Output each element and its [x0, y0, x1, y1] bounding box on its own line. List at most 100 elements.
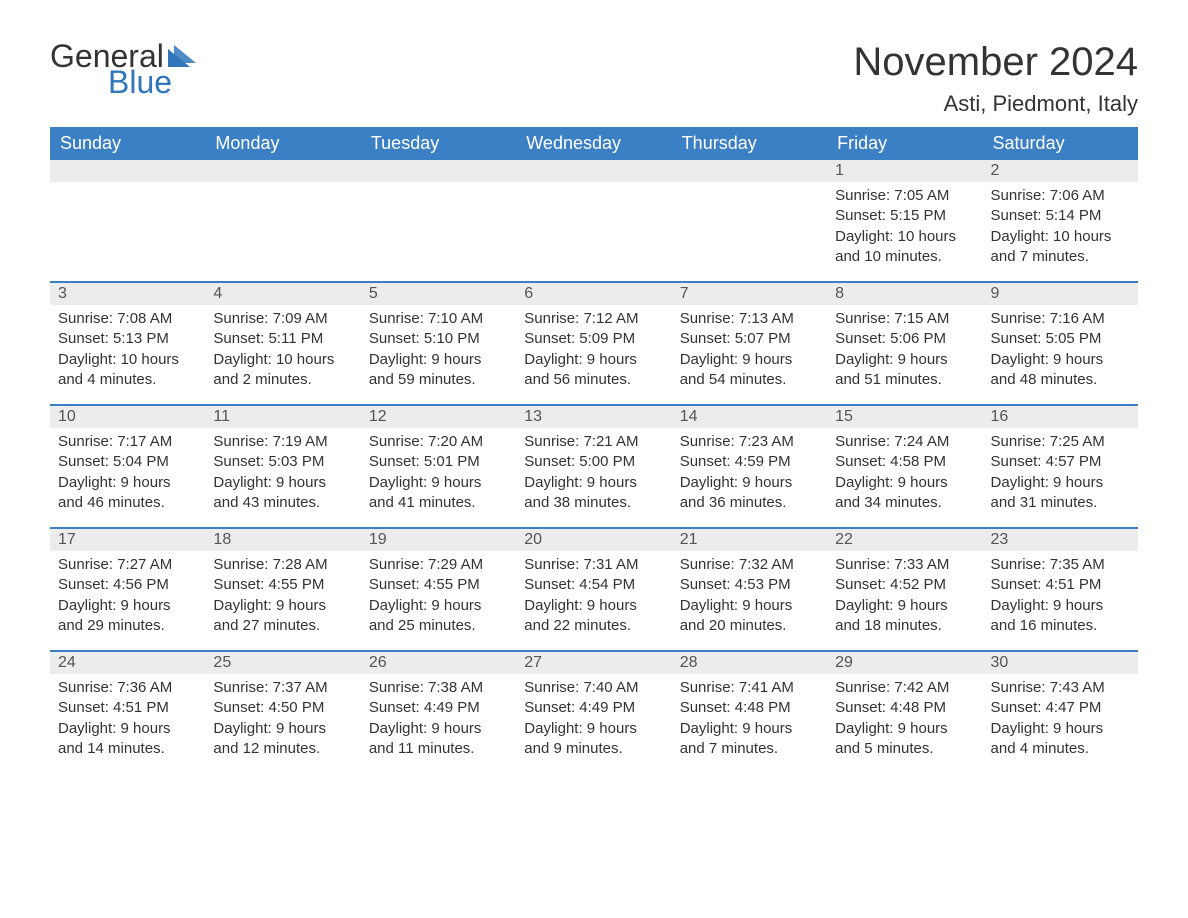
day-body: Sunrise: 7:21 AMSunset: 5:00 PMDaylight:… — [516, 428, 671, 513]
daylight-text: Daylight: 9 hours and 4 minutes. — [991, 719, 1130, 760]
day-body: Sunrise: 7:42 AMSunset: 4:48 PMDaylight:… — [827, 674, 982, 759]
day-number: 4 — [205, 283, 360, 305]
day-cell: 16Sunrise: 7:25 AMSunset: 4:57 PMDayligh… — [983, 406, 1138, 527]
sunrise-text: Sunrise: 7:42 AM — [835, 678, 974, 698]
daylight-text: Daylight: 9 hours and 18 minutes. — [835, 596, 974, 637]
daylight-text: Daylight: 9 hours and 12 minutes. — [213, 719, 352, 760]
day-cell: 24 Sunrise: 7:36 AMSunset: 4:51 PMDayligh… — [50, 652, 205, 773]
sunrise-text: Sunrise: 7:09 AM — [213, 309, 352, 329]
day-cell: 30Sunrise: 7:43 AMSunset: 4:47 PMDayligh… — [983, 652, 1138, 773]
day-cell: 11Sunrise: 7:19 AMSunset: 5:03 PMDayligh… — [205, 406, 360, 527]
day-body: Sunrise: 7:31 AMSunset: 4:54 PMDaylight:… — [516, 551, 671, 636]
day-body: Sunrise: 7:29 AMSunset: 4:55 PMDaylight:… — [361, 551, 516, 636]
day-number: 26 — [361, 652, 516, 674]
day-cell: 1Sunrise: 7:05 AMSunset: 5:15 PMDaylight… — [827, 160, 982, 281]
day-body: Sunrise: 7:09 AMSunset: 5:11 PMDaylight:… — [205, 305, 360, 390]
sunrise-text: Sunrise: 7:19 AM — [213, 432, 352, 452]
daylight-text: Daylight: 9 hours and 29 minutes. — [58, 596, 197, 637]
day-body: Sunrise: 7:37 AMSunset: 4:50 PMDaylight:… — [205, 674, 360, 759]
day-cell: 27Sunrise: 7:40 AMSunset: 4:49 PMDayligh… — [516, 652, 671, 773]
sunrise-text: Sunrise: 7:23 AM — [680, 432, 819, 452]
day-cell — [205, 160, 360, 281]
day-number: 24 — [50, 652, 205, 674]
daylight-text: Daylight: 9 hours and 7 minutes. — [680, 719, 819, 760]
day-number: 17 — [50, 529, 205, 551]
sunset-text: Sunset: 5:06 PM — [835, 329, 974, 349]
sunset-text: Sunset: 5:15 PM — [835, 206, 974, 226]
sunset-text: Sunset: 5:10 PM — [369, 329, 508, 349]
day-number: 8 — [827, 283, 982, 305]
day-cell: 17Sunrise: 7:27 AMSunset: 4:56 PMDayligh… — [50, 529, 205, 650]
day-cell — [516, 160, 671, 281]
sunrise-text: Sunrise: 7:05 AM — [835, 186, 974, 206]
sunset-text: Sunset: 4:51 PM — [58, 698, 197, 718]
day-cell: 13Sunrise: 7:21 AMSunset: 5:00 PMDayligh… — [516, 406, 671, 527]
daylight-text: Daylight: 9 hours and 14 minutes. — [58, 719, 197, 760]
sunset-text: Sunset: 5:11 PM — [213, 329, 352, 349]
day-body: Sunrise: 7:06 AMSunset: 5:14 PMDaylight:… — [983, 182, 1138, 267]
sunrise-text: Sunrise: 7:21 AM — [524, 432, 663, 452]
daylight-text: Daylight: 9 hours and 51 minutes. — [835, 350, 974, 391]
day-body: Sunrise: 7:27 AMSunset: 4:56 PMDaylight:… — [50, 551, 205, 636]
day-number: 5 — [361, 283, 516, 305]
day-body: Sunrise: 7:15 AMSunset: 5:06 PMDaylight:… — [827, 305, 982, 390]
day-cell: 29Sunrise: 7:42 AMSunset: 4:48 PMDayligh… — [827, 652, 982, 773]
sunset-text: Sunset: 4:58 PM — [835, 452, 974, 472]
day-number: 9 — [983, 283, 1138, 305]
sunrise-text: Sunrise: 7:38 AM — [369, 678, 508, 698]
sunrise-text: Sunrise: 7:40 AM — [524, 678, 663, 698]
daylight-text: Daylight: 10 hours and 4 minutes. — [58, 350, 197, 391]
logo-flag-icon — [168, 45, 198, 67]
week-row: 10Sunrise: 7:17 AMSunset: 5:04 PMDayligh… — [50, 404, 1138, 527]
sunrise-text: Sunrise: 7:08 AM — [58, 309, 197, 329]
day-cell: 12Sunrise: 7:20 AMSunset: 5:01 PMDayligh… — [361, 406, 516, 527]
sunset-text: Sunset: 5:07 PM — [680, 329, 819, 349]
sunset-text: Sunset: 4:47 PM — [991, 698, 1130, 718]
day-number: 19 — [361, 529, 516, 551]
day-number: 1 — [827, 160, 982, 182]
day-cell: 23Sunrise: 7:35 AMSunset: 4:51 PMDayligh… — [983, 529, 1138, 650]
sunset-text: Sunset: 5:04 PM — [58, 452, 197, 472]
sunset-text: Sunset: 4:57 PM — [991, 452, 1130, 472]
day-cell: 18Sunrise: 7:28 AMSunset: 4:55 PMDayligh… — [205, 529, 360, 650]
day-body: Sunrise: 7:32 AMSunset: 4:53 PMDaylight:… — [672, 551, 827, 636]
sunrise-text: Sunrise: 7:15 AM — [835, 309, 974, 329]
day-number: 11 — [205, 406, 360, 428]
day-number — [50, 160, 205, 182]
day-body: Sunrise: 7:10 AMSunset: 5:10 PMDaylight:… — [361, 305, 516, 390]
weekday-header-cell: Thursday — [672, 127, 827, 160]
day-number: 23 — [983, 529, 1138, 551]
day-cell: 3Sunrise: 7:08 AMSunset: 5:13 PMDaylight… — [50, 283, 205, 404]
weekday-header-cell: Saturday — [983, 127, 1138, 160]
sunrise-text: Sunrise: 7:20 AM — [369, 432, 508, 452]
logo: General Blue — [50, 40, 198, 98]
day-body: Sunrise: 7:38 AMSunset: 4:49 PMDaylight:… — [361, 674, 516, 759]
day-cell: 6Sunrise: 7:12 AMSunset: 5:09 PMDaylight… — [516, 283, 671, 404]
day-body: Sunrise: 7:12 AMSunset: 5:09 PMDaylight:… — [516, 305, 671, 390]
day-cell: 10Sunrise: 7:17 AMSunset: 5:04 PMDayligh… — [50, 406, 205, 527]
day-body: Sunrise: 7:33 AMSunset: 4:52 PMDaylight:… — [827, 551, 982, 636]
day-body: Sunrise: 7:17 AMSunset: 5:04 PMDaylight:… — [50, 428, 205, 513]
day-cell: 15Sunrise: 7:24 AMSunset: 4:58 PMDayligh… — [827, 406, 982, 527]
week-row: 17Sunrise: 7:27 AMSunset: 4:56 PMDayligh… — [50, 527, 1138, 650]
day-number: 22 — [827, 529, 982, 551]
sunset-text: Sunset: 5:05 PM — [991, 329, 1130, 349]
daylight-text: Daylight: 9 hours and 56 minutes. — [524, 350, 663, 391]
day-number: 18 — [205, 529, 360, 551]
logo-text-blue: Blue — [108, 66, 172, 98]
day-cell: 28Sunrise: 7:41 AMSunset: 4:48 PMDayligh… — [672, 652, 827, 773]
sunset-text: Sunset: 5:03 PM — [213, 452, 352, 472]
sunset-text: Sunset: 4:59 PM — [680, 452, 819, 472]
daylight-text: Daylight: 9 hours and 46 minutes. — [58, 473, 197, 514]
day-number: 21 — [672, 529, 827, 551]
day-cell: 4Sunrise: 7:09 AMSunset: 5:11 PMDaylight… — [205, 283, 360, 404]
sunrise-text: Sunrise: 7:24 AM — [835, 432, 974, 452]
day-cell: 7Sunrise: 7:13 AMSunset: 5:07 PMDaylight… — [672, 283, 827, 404]
day-cell: 14Sunrise: 7:23 AMSunset: 4:59 PMDayligh… — [672, 406, 827, 527]
day-number: 16 — [983, 406, 1138, 428]
day-body: Sunrise: 7:20 AMSunset: 5:01 PMDaylight:… — [361, 428, 516, 513]
sunrise-text: Sunrise: 7:36 AM — [58, 678, 197, 698]
sunrise-text: Sunrise: 7:37 AM — [213, 678, 352, 698]
day-body: Sunrise: 7:05 AMSunset: 5:15 PMDaylight:… — [827, 182, 982, 267]
day-number — [205, 160, 360, 182]
